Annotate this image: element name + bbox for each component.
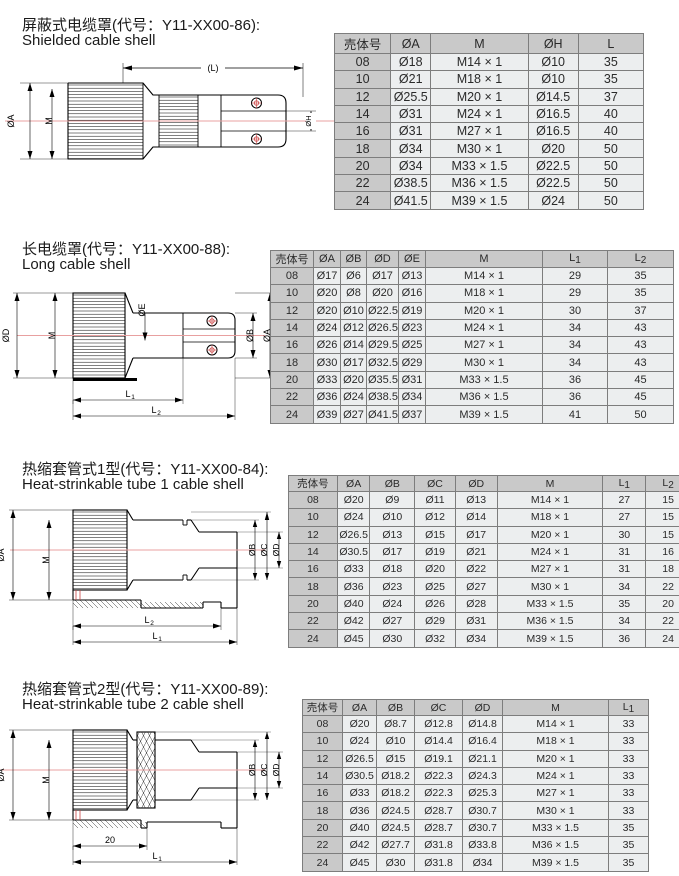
svg-text:ØE: ØE: [137, 303, 147, 316]
svg-text:ØA: ØA: [6, 114, 16, 127]
svg-text:L: L: [151, 405, 156, 415]
svg-text:ØD: ØD: [271, 544, 281, 557]
svg-text:ØC: ØC: [259, 764, 269, 777]
svg-text:L: L: [144, 615, 149, 625]
svg-text:ØB: ØB: [247, 544, 257, 557]
svg-text:ØD: ØD: [271, 764, 281, 777]
svg-text:M: M: [41, 776, 51, 784]
svg-text:(L): (L): [208, 63, 219, 73]
svg-text:1: 1: [131, 394, 135, 401]
svg-text:2: 2: [150, 620, 154, 627]
svg-text:L: L: [152, 631, 157, 641]
svg-text:M: M: [44, 117, 54, 125]
svg-text:ØA: ØA: [262, 329, 270, 342]
svg-text:1: 1: [158, 636, 162, 643]
svg-text:ØA: ØA: [0, 768, 6, 781]
svg-text:2: 2: [157, 410, 161, 417]
svg-text:ØH: ØH: [304, 115, 313, 126]
svg-text:M: M: [41, 556, 51, 564]
svg-text:ØB: ØB: [247, 764, 257, 777]
svg-text:1: 1: [158, 856, 162, 863]
svg-text:L: L: [125, 389, 130, 399]
svg-text:ØD: ØD: [1, 328, 11, 342]
svg-text:20: 20: [105, 835, 115, 845]
svg-text:L: L: [152, 851, 157, 861]
svg-text:M: M: [47, 332, 57, 340]
svg-text:ØB: ØB: [245, 329, 255, 342]
svg-text:ØC: ØC: [259, 544, 269, 557]
svg-text:ØA: ØA: [0, 548, 6, 561]
